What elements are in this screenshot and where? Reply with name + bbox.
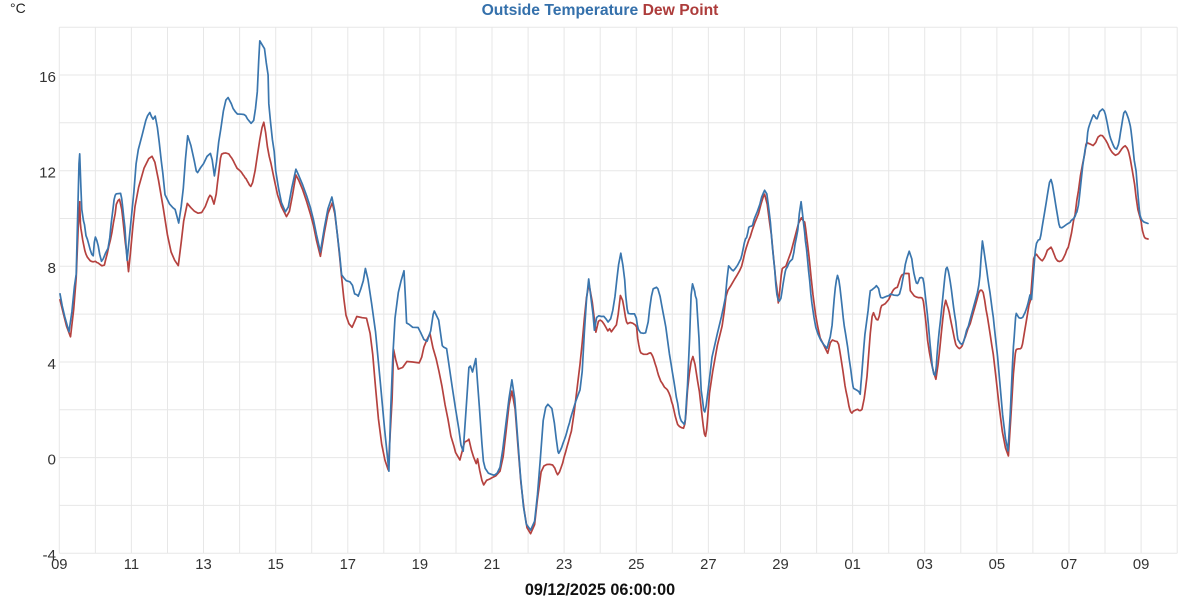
svg-text:25: 25 bbox=[628, 557, 644, 573]
svg-text:09/12/2025 06:00:00: 09/12/2025 06:00:00 bbox=[525, 581, 675, 599]
svg-text:4: 4 bbox=[48, 356, 56, 373]
svg-text:8: 8 bbox=[48, 260, 56, 277]
svg-text:17: 17 bbox=[340, 557, 356, 573]
svg-text:23: 23 bbox=[556, 557, 572, 573]
svg-text:03: 03 bbox=[916, 557, 932, 573]
svg-text:29: 29 bbox=[772, 557, 788, 573]
svg-text:07: 07 bbox=[1061, 557, 1077, 573]
svg-text:13: 13 bbox=[195, 557, 211, 573]
svg-text:27: 27 bbox=[700, 557, 716, 573]
svg-text:°C: °C bbox=[10, 0, 26, 16]
svg-text:16: 16 bbox=[39, 69, 56, 86]
svg-text:19: 19 bbox=[412, 557, 428, 573]
svg-text:Outside Temperature Dew Point: Outside Temperature Dew Point bbox=[482, 2, 720, 19]
svg-text:05: 05 bbox=[989, 557, 1005, 573]
svg-text:11: 11 bbox=[124, 557, 139, 573]
svg-text:09: 09 bbox=[51, 557, 67, 573]
svg-text:-4: -4 bbox=[42, 547, 56, 564]
svg-text:01: 01 bbox=[844, 557, 860, 573]
svg-text:12: 12 bbox=[39, 165, 56, 182]
svg-text:21: 21 bbox=[484, 557, 500, 573]
svg-text:09: 09 bbox=[1133, 557, 1149, 573]
svg-text:15: 15 bbox=[267, 557, 283, 573]
svg-text:0: 0 bbox=[48, 452, 56, 469]
